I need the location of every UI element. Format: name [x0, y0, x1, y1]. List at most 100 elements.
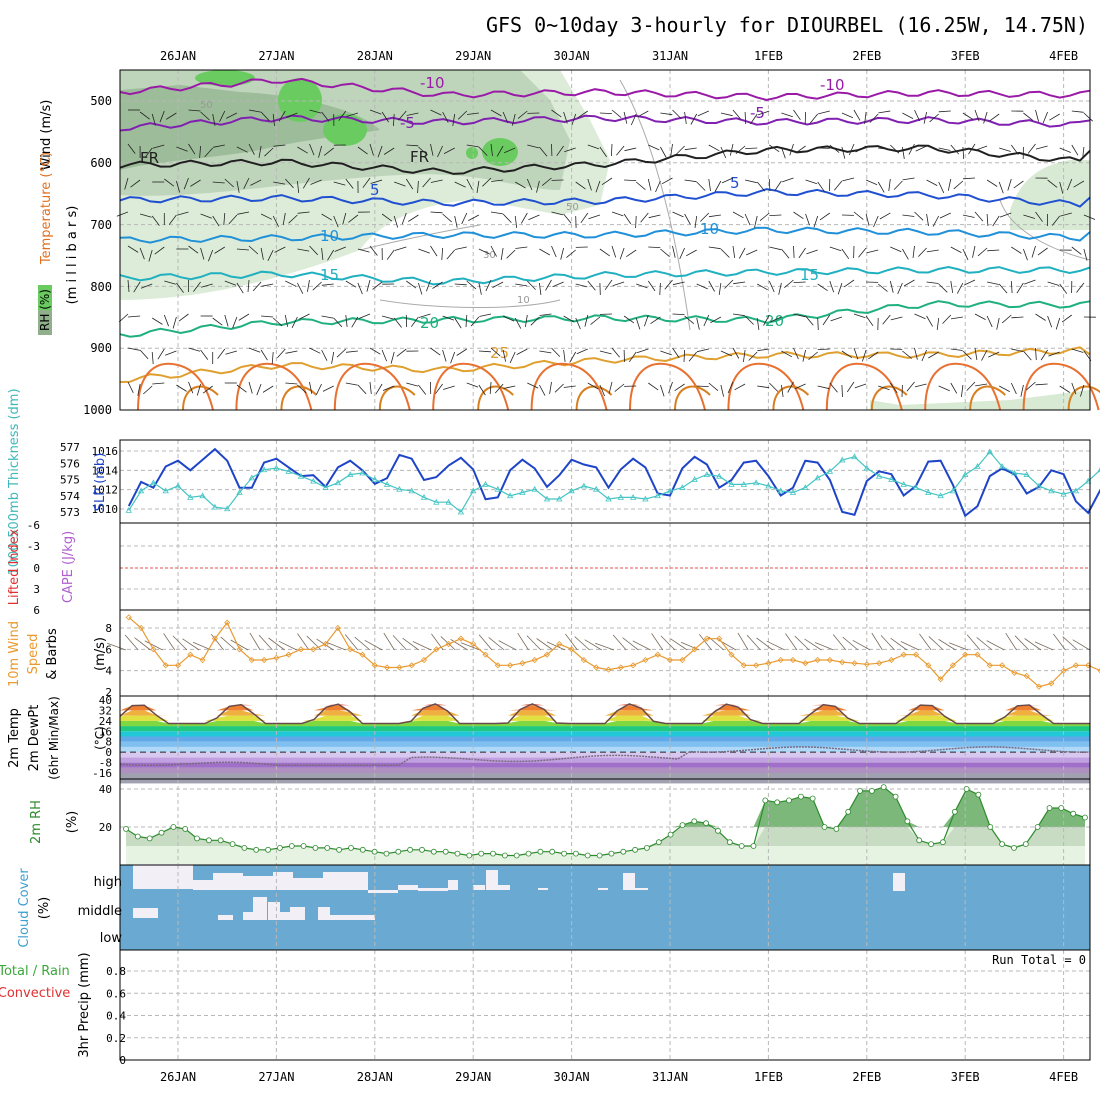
rh2m-point [963, 786, 970, 792]
thickness-point [310, 477, 317, 484]
date-label-top: 29JAN [455, 49, 491, 63]
rh2m-point [525, 850, 532, 857]
wind-barb [950, 280, 954, 293]
wind-barb [200, 349, 209, 360]
wind-barb [345, 350, 358, 353]
panel-frame [119, 609, 1091, 697]
wind-barb [1037, 247, 1048, 256]
wind-barb-10m [880, 635, 895, 651]
wind-barb [966, 381, 976, 391]
thickness-point [912, 484, 920, 491]
wind-barb [864, 111, 867, 124]
wind10-speed-point [642, 656, 649, 664]
wind-barb-10m [460, 642, 480, 651]
rh2m-point [809, 795, 816, 802]
wind-barb [733, 281, 746, 285]
wind-barb [398, 110, 407, 121]
wind10m-panel: 8 6 4 2 [105, 609, 1100, 699]
wind-barb [986, 315, 993, 328]
date-label-bottom: 1FEB [754, 1070, 783, 1084]
wind-barb [650, 316, 661, 325]
cape-tick-label: 3 [33, 583, 40, 596]
wind-barb [575, 283, 588, 288]
wind-barb [437, 145, 443, 158]
pressure-tick-label: 700 [90, 218, 112, 232]
wind-barb [608, 381, 613, 394]
wind-barb [853, 109, 861, 121]
wind10-tick-label: 8 [105, 622, 112, 635]
wind-barb [672, 211, 684, 218]
wind-barb [1059, 283, 1068, 294]
wind-barb [769, 246, 782, 251]
wind-barb [551, 109, 562, 118]
wind-barb-10m [210, 633, 224, 651]
rh2m-point [632, 846, 638, 853]
wind-barb [321, 283, 334, 286]
thickness-point [765, 482, 772, 489]
wind-barb-10m [565, 633, 578, 651]
pressure-tick-label: 500 [90, 94, 112, 108]
rh2m-point [217, 837, 224, 844]
wind-barb [369, 347, 381, 355]
rh2m-panel: 40 20 [99, 778, 1091, 866]
wind-barb [539, 384, 546, 396]
isotherm-label: 15 [800, 266, 819, 284]
wind-barb [204, 147, 213, 158]
wind-barb [545, 279, 552, 291]
rh2m-point [798, 793, 804, 800]
wind-barb [1083, 112, 1093, 122]
wind-barb [718, 282, 722, 295]
thickness-point [1060, 490, 1067, 497]
wind-barb [333, 181, 346, 186]
wind-barb [878, 147, 891, 150]
wind-barb [1035, 211, 1043, 222]
wind-barb [260, 349, 268, 361]
wind-barb [781, 248, 790, 259]
wind-barb [986, 213, 989, 227]
wind-barb [720, 146, 727, 159]
wind-barb-10m [632, 640, 651, 651]
wind-barb [660, 112, 673, 116]
wind-barb [1035, 347, 1037, 361]
wind-barb [284, 314, 288, 327]
wind-barb [277, 348, 286, 359]
isotherm-label: 25 [490, 344, 509, 362]
wind-barb [1047, 281, 1060, 286]
thickness-point [334, 479, 342, 486]
rh2m-point [620, 848, 627, 855]
wind-barb [601, 177, 613, 186]
temp-color-band [120, 767, 1090, 773]
wind-barb [143, 385, 153, 395]
wind-barb [539, 313, 552, 316]
cloud-gap [273, 872, 293, 890]
wind-barb [236, 282, 244, 294]
isotherm-label: 5 [370, 181, 380, 199]
thickness-point [1097, 467, 1100, 473]
thickness-point [580, 482, 588, 489]
wind-barb [942, 314, 952, 324]
wind-barb [841, 146, 846, 159]
wind10-speed-point [187, 651, 194, 658]
wind-barb [351, 316, 359, 328]
wind-barb [846, 381, 855, 393]
wind10-speed-point [248, 656, 255, 664]
wind-barb [202, 385, 213, 394]
isotherm-label: FR [140, 149, 159, 167]
wind-barb [661, 177, 673, 185]
wind-barb [962, 350, 972, 360]
rh2m-point [501, 852, 508, 859]
rh2m-point [205, 837, 212, 844]
wind-barb [515, 246, 528, 249]
wind-barb-10m [526, 635, 542, 651]
wind-barb [690, 113, 698, 125]
rh2m-point [146, 835, 153, 842]
wind-barb [357, 384, 367, 395]
wind-barb [406, 382, 419, 387]
wind10-speed-point [297, 646, 305, 653]
wind-barb [841, 112, 854, 119]
wind-barb [478, 384, 486, 396]
wind-barb [454, 283, 467, 286]
wind-barb [164, 280, 176, 285]
wind-barb [999, 147, 1011, 152]
